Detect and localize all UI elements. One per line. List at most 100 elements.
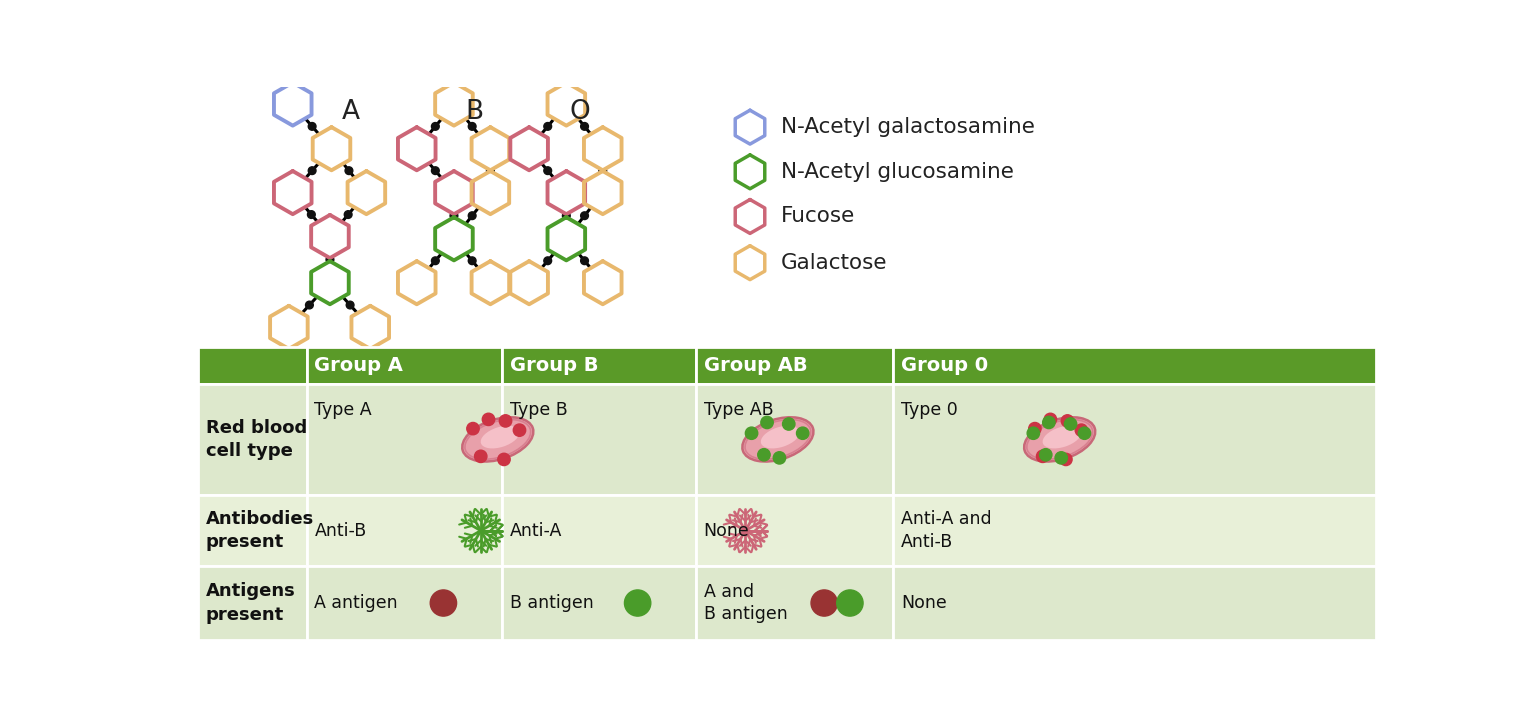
Text: None: None: [902, 594, 946, 612]
Ellipse shape: [760, 425, 800, 449]
Ellipse shape: [462, 417, 533, 462]
Circle shape: [1028, 427, 1040, 439]
Circle shape: [1029, 423, 1041, 435]
Polygon shape: [347, 171, 386, 214]
Circle shape: [581, 123, 588, 130]
Text: Antigens
present: Antigens present: [206, 582, 296, 624]
Polygon shape: [547, 171, 585, 214]
Circle shape: [482, 413, 495, 425]
Text: Type AB: Type AB: [703, 401, 773, 418]
Polygon shape: [312, 261, 349, 304]
Text: Galactose: Galactose: [780, 253, 888, 273]
Polygon shape: [270, 306, 307, 349]
Polygon shape: [547, 83, 585, 126]
Text: Red blood
cell type: Red blood cell type: [206, 419, 307, 460]
Circle shape: [811, 590, 837, 616]
Circle shape: [837, 590, 863, 616]
Text: O: O: [570, 99, 590, 125]
Circle shape: [475, 450, 487, 462]
Bar: [894, 347, 1376, 383]
Text: Group 0: Group 0: [902, 356, 988, 375]
Polygon shape: [273, 83, 312, 126]
Circle shape: [432, 123, 439, 130]
Circle shape: [1055, 452, 1068, 464]
Circle shape: [487, 167, 495, 174]
Circle shape: [760, 416, 773, 428]
Text: Anti-B: Anti-B: [315, 522, 367, 539]
Text: A: A: [343, 99, 359, 125]
Polygon shape: [472, 171, 508, 214]
Circle shape: [1044, 413, 1057, 425]
Polygon shape: [435, 83, 473, 126]
Bar: [894, 495, 1376, 566]
Bar: [307, 566, 502, 640]
Polygon shape: [472, 261, 508, 304]
Bar: [307, 383, 502, 495]
Bar: [696, 383, 894, 495]
Circle shape: [1075, 424, 1087, 436]
Circle shape: [306, 301, 313, 309]
Polygon shape: [547, 217, 585, 261]
Bar: [198, 383, 307, 495]
Text: Type 0: Type 0: [902, 401, 958, 418]
Circle shape: [581, 212, 588, 219]
Text: Group B: Group B: [510, 356, 598, 375]
Polygon shape: [472, 127, 508, 171]
Polygon shape: [736, 200, 765, 234]
Text: Fucose: Fucose: [780, 206, 856, 227]
Circle shape: [468, 212, 476, 219]
Polygon shape: [352, 306, 389, 349]
Polygon shape: [435, 217, 473, 261]
Text: A and
B antigen: A and B antigen: [703, 582, 788, 624]
Bar: [894, 566, 1376, 640]
Circle shape: [757, 449, 770, 461]
Text: Anti-A: Anti-A: [510, 522, 562, 539]
Polygon shape: [510, 261, 548, 304]
Circle shape: [499, 415, 511, 427]
Text: A antigen: A antigen: [315, 594, 398, 612]
Circle shape: [797, 427, 809, 439]
Circle shape: [544, 167, 551, 174]
Polygon shape: [510, 127, 548, 171]
Circle shape: [782, 418, 796, 430]
Circle shape: [1040, 449, 1052, 461]
Circle shape: [513, 424, 525, 436]
Text: Group AB: Group AB: [703, 356, 806, 375]
Bar: [502, 566, 696, 640]
Polygon shape: [312, 215, 349, 258]
Circle shape: [581, 257, 588, 264]
Bar: [198, 347, 307, 383]
Polygon shape: [736, 245, 765, 280]
Circle shape: [625, 590, 651, 616]
Text: Antibodies
present: Antibodies present: [206, 510, 315, 552]
Polygon shape: [398, 261, 436, 304]
Bar: [307, 495, 502, 566]
Circle shape: [450, 212, 458, 219]
Text: N-Acetyl galactosamine: N-Acetyl galactosamine: [780, 117, 1035, 137]
Bar: [502, 383, 696, 495]
Circle shape: [1037, 450, 1049, 462]
Circle shape: [432, 167, 439, 174]
Polygon shape: [313, 127, 350, 171]
Ellipse shape: [1025, 417, 1095, 462]
Ellipse shape: [1533, 425, 1536, 449]
Circle shape: [544, 257, 551, 264]
Bar: [696, 566, 894, 640]
Text: Type B: Type B: [510, 401, 567, 418]
Circle shape: [1061, 415, 1074, 427]
Circle shape: [1064, 418, 1077, 430]
Text: B antigen: B antigen: [510, 594, 593, 612]
Ellipse shape: [1043, 425, 1081, 449]
Polygon shape: [584, 127, 622, 171]
Ellipse shape: [742, 417, 814, 462]
Circle shape: [1043, 416, 1055, 428]
Circle shape: [309, 167, 316, 174]
Text: B: B: [465, 99, 484, 125]
Bar: [502, 347, 696, 383]
Text: Type A: Type A: [315, 401, 372, 418]
Circle shape: [468, 123, 476, 130]
Circle shape: [346, 301, 353, 309]
Circle shape: [1078, 427, 1091, 439]
Polygon shape: [584, 261, 622, 304]
Circle shape: [1060, 453, 1072, 465]
